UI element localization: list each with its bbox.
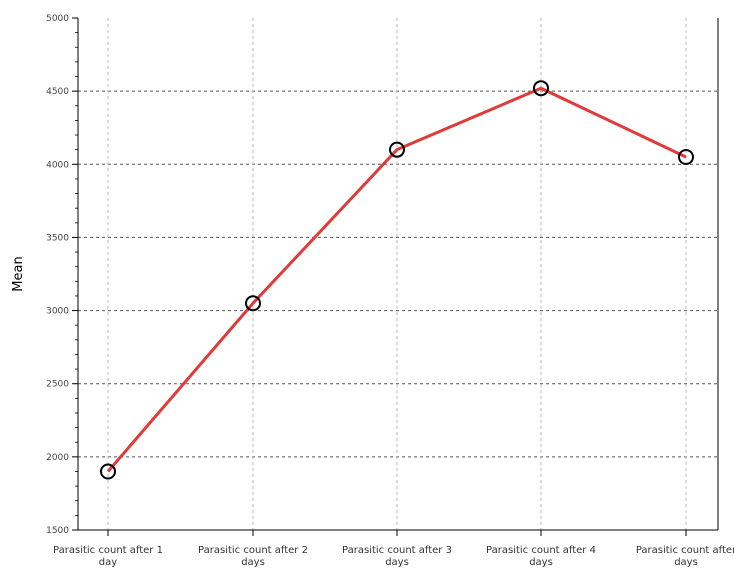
x-tick-label: Parasitic count after xyxy=(636,545,734,556)
y-tick-label: 3000 xyxy=(46,307,69,317)
y-tick-label: 2500 xyxy=(46,380,69,390)
x-tick-label: Parasitic count after 4 xyxy=(486,545,596,556)
series-line xyxy=(106,86,687,473)
y-axis-title: Mean xyxy=(11,256,26,291)
data-point xyxy=(678,148,694,165)
data-point xyxy=(533,80,549,97)
x-tick-label: Parasitic count after 3 xyxy=(342,545,452,556)
y-tick-label: 3500 xyxy=(46,233,69,243)
series-layer xyxy=(100,80,694,480)
x-tick-label: days xyxy=(529,557,553,568)
grid xyxy=(78,18,718,530)
y-tick-label: 4000 xyxy=(46,160,69,170)
x-tick-label: Parasitic count after 1 xyxy=(53,545,163,556)
data-point xyxy=(100,463,116,480)
x-tick-label: days xyxy=(241,557,265,568)
y-tick-label: 1500 xyxy=(46,526,69,536)
x-tick-label: Parasitic count after 2 xyxy=(198,545,308,556)
x-tick-label: day xyxy=(99,557,117,568)
y-tick-label: 4500 xyxy=(46,87,69,97)
y-tick-label: 2000 xyxy=(46,453,69,463)
data-point xyxy=(389,141,405,158)
x-tick-label: days xyxy=(385,557,409,568)
y-tick-label: 5000 xyxy=(46,14,69,24)
axes: 1500 2000 2500 3000 3500 4000 4500 5000 Parasiti… xyxy=(46,14,734,568)
x-tick-label: days xyxy=(674,557,698,568)
data-point xyxy=(245,295,261,312)
